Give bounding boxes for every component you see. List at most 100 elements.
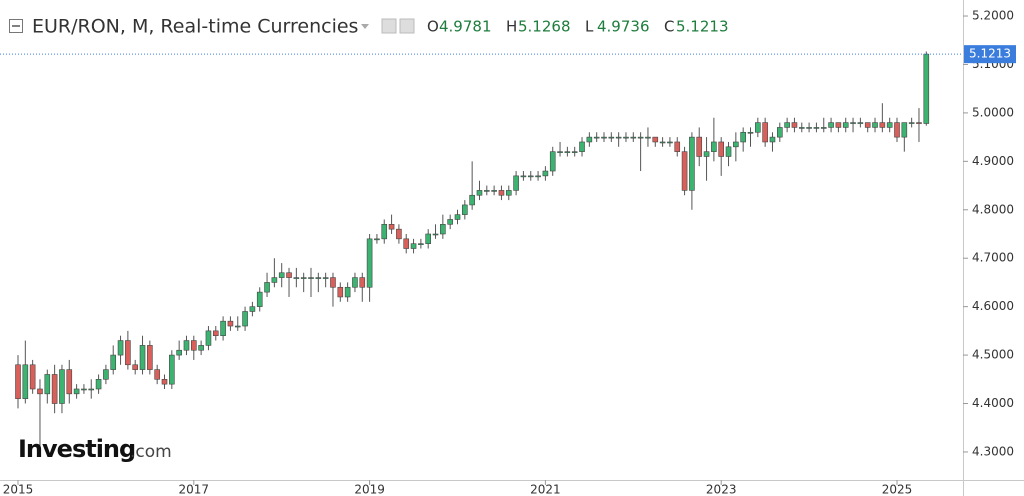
candle-body xyxy=(51,374,58,404)
candle-body xyxy=(755,122,761,133)
candle-body xyxy=(183,340,190,351)
candle-body xyxy=(864,122,871,128)
candle-body xyxy=(542,170,549,177)
candle-body xyxy=(388,224,395,230)
candle-body xyxy=(286,272,292,278)
settings-icon[interactable] xyxy=(399,18,415,34)
y-tick-label: 4.4000 xyxy=(972,396,1014,410)
candle-body xyxy=(901,122,908,138)
candle-body xyxy=(425,233,432,244)
candle-body xyxy=(139,345,146,370)
candle-body xyxy=(132,364,138,370)
candle-body xyxy=(447,219,453,225)
candle-body xyxy=(15,364,21,399)
candle-body xyxy=(154,369,160,380)
candle-body xyxy=(711,141,717,152)
candle-body xyxy=(88,388,95,391)
candle-body xyxy=(344,286,351,298)
y-tick-label: 4.5000 xyxy=(972,348,1014,362)
x-tick-label: 2019 xyxy=(354,483,385,496)
candle-body xyxy=(564,151,571,153)
candle-body xyxy=(608,136,615,139)
candle-body xyxy=(205,330,212,346)
candle-body xyxy=(440,224,446,235)
candle-body xyxy=(418,243,424,245)
candle-body xyxy=(806,127,812,129)
candle-body xyxy=(784,122,790,128)
ohlc-key: H xyxy=(506,18,517,36)
candle-body xyxy=(535,175,541,178)
watermark-main: Investing xyxy=(18,435,135,463)
candle-body xyxy=(681,151,688,191)
header-bar xyxy=(0,0,962,38)
candle-body xyxy=(762,122,768,143)
y-tick-label: 4.9000 xyxy=(972,154,1014,168)
candle-body xyxy=(169,354,175,385)
candle-body xyxy=(637,136,644,139)
candle-body xyxy=(820,127,827,129)
candle-body xyxy=(147,345,153,370)
candle-body xyxy=(198,345,204,351)
candle-body xyxy=(117,340,124,356)
watermark-suffix: .com xyxy=(130,442,172,462)
dropdown-icon[interactable] xyxy=(361,24,369,29)
candle-body xyxy=(659,141,666,144)
candle-body xyxy=(828,122,834,128)
candle-body xyxy=(689,136,695,191)
watermark: Investing.com xyxy=(18,435,172,463)
candle-body xyxy=(703,151,710,157)
candle-body xyxy=(630,136,637,139)
candle-body xyxy=(22,364,29,399)
candle-body xyxy=(256,291,263,307)
candle-body xyxy=(483,190,490,192)
candle-body xyxy=(667,141,673,144)
ohlc-value: 4.9781 xyxy=(439,18,492,36)
ohlc-key: C xyxy=(664,18,674,36)
x-tick-label: 2025 xyxy=(882,483,913,496)
candle-body xyxy=(623,136,629,139)
candle-body xyxy=(337,286,344,298)
candle-body xyxy=(645,136,651,139)
candle-body xyxy=(59,369,65,404)
candle-body xyxy=(571,151,578,153)
y-tick-label: 4.3000 xyxy=(972,444,1014,458)
price-tag xyxy=(964,45,1016,64)
candle-body xyxy=(278,272,285,278)
candle-body xyxy=(505,190,512,196)
candle-body xyxy=(125,340,131,366)
candle-body xyxy=(601,136,607,139)
candle-body xyxy=(740,131,746,143)
candle-body xyxy=(886,122,893,128)
settings-icon[interactable] xyxy=(381,18,397,34)
candle-body xyxy=(81,388,87,391)
candle-body xyxy=(454,214,461,220)
candle-body xyxy=(315,277,322,279)
candle-body xyxy=(850,122,856,124)
candle-body xyxy=(776,127,783,138)
candle-body xyxy=(557,151,563,153)
header-icons xyxy=(361,18,415,34)
y-tick-label: 4.6000 xyxy=(972,299,1014,313)
candle-body xyxy=(66,369,73,395)
candle-body xyxy=(410,243,417,249)
candle-body xyxy=(527,175,534,178)
candle-body xyxy=(462,204,468,215)
candle-body xyxy=(403,238,410,249)
candle-body xyxy=(696,136,703,157)
plot-area xyxy=(0,51,963,448)
candle-body xyxy=(894,122,900,138)
candle-body xyxy=(725,146,732,157)
candle-body xyxy=(733,141,739,148)
candle-body xyxy=(842,122,849,128)
candle-body xyxy=(73,388,80,395)
candle-body xyxy=(652,136,659,143)
candle-body xyxy=(308,277,314,279)
candle-body xyxy=(242,311,248,327)
candle-body xyxy=(615,136,622,139)
y-tick-label: 4.7000 xyxy=(972,251,1014,265)
candle-body xyxy=(110,354,117,370)
ohlc-value: 5.1268 xyxy=(518,18,571,36)
candle-body xyxy=(330,277,336,288)
candle-body xyxy=(916,122,922,124)
